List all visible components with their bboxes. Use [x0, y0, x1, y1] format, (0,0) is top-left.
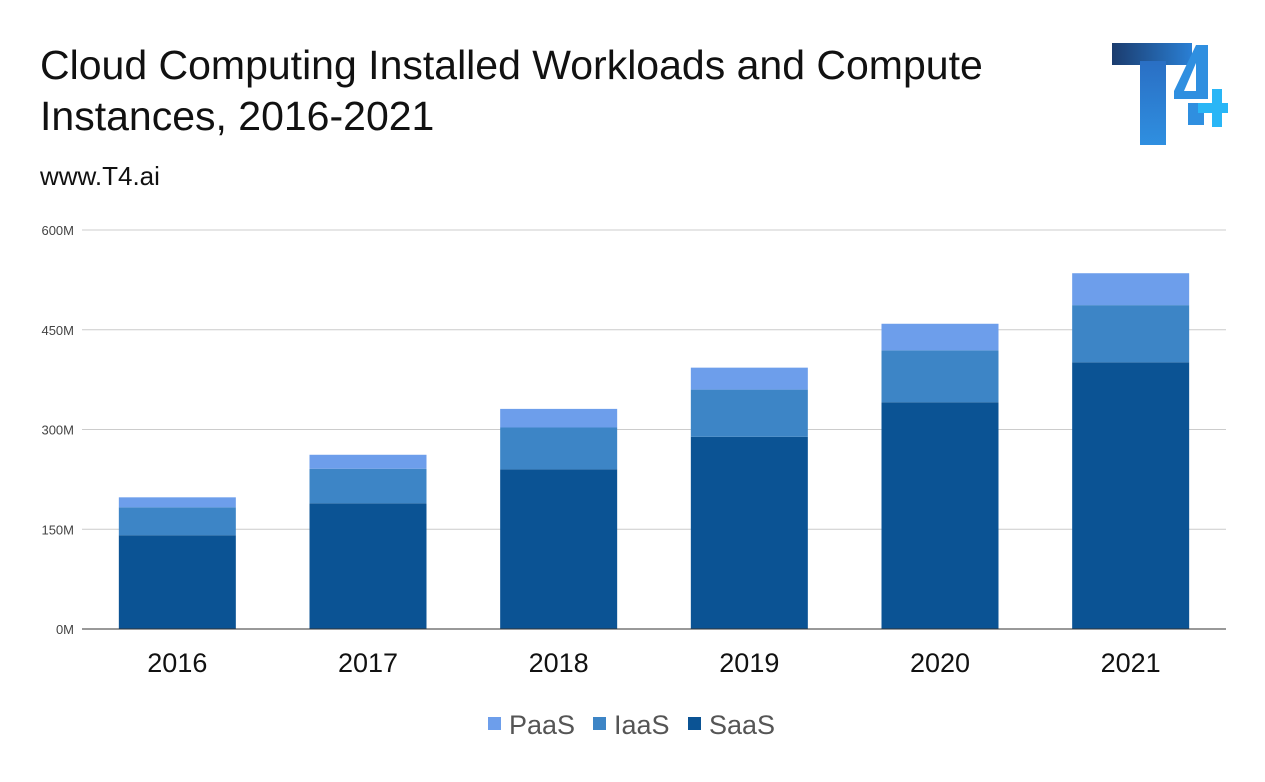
bar-paas-2017 — [309, 454, 427, 469]
x-tick-label: 2018 — [529, 648, 589, 678]
bar-paas-2021 — [1072, 273, 1190, 306]
bar-paas-2018 — [500, 408, 618, 428]
bar-stacks — [118, 273, 1190, 629]
y-tick-label: 450M — [41, 323, 74, 338]
bar-saas-2020 — [881, 402, 999, 629]
legend-swatch-saas — [688, 717, 701, 730]
bar-saas-2017 — [309, 503, 427, 629]
x-tick-label: 2020 — [910, 648, 970, 678]
bar-saas-2018 — [500, 469, 618, 629]
x-axis-ticks: 2016 2017 2018 2019 2020 2021 — [147, 648, 1160, 678]
bar-saas-2021 — [1072, 362, 1190, 629]
bar-iaas-2019 — [690, 389, 808, 437]
bar-stack-2021 — [1072, 273, 1190, 629]
x-tick-label: 2019 — [719, 648, 779, 678]
bar-iaas-2018 — [500, 427, 618, 470]
y-tick-label: 0M — [56, 622, 74, 637]
bar-stack-2020 — [881, 323, 999, 629]
bar-stack-2019 — [690, 367, 808, 629]
bar-saas-2016 — [118, 535, 236, 629]
bar-stack-2016 — [118, 497, 236, 629]
legend-label-paas: PaaS — [509, 710, 575, 740]
bar-iaas-2021 — [1072, 305, 1190, 363]
y-tick-label: 600M — [41, 223, 74, 238]
chart-subtitle: www.T4.ai — [40, 161, 160, 191]
bar-saas-2019 — [690, 436, 808, 629]
bar-iaas-2017 — [309, 468, 427, 504]
x-tick-label: 2016 — [147, 648, 207, 678]
bar-iaas-2016 — [118, 507, 236, 536]
gridlines — [82, 229, 1226, 530]
x-tick-label: 2017 — [338, 648, 398, 678]
legend-label-iaas: IaaS — [614, 710, 670, 740]
bar-paas-2020 — [881, 323, 999, 351]
bar-paas-2019 — [690, 367, 808, 390]
legend-label-saas: SaaS — [709, 710, 775, 740]
t4-logo-icon — [1112, 43, 1228, 145]
legend-swatch-paas — [488, 717, 501, 730]
y-tick-label: 300M — [41, 423, 74, 438]
y-axis-ticks: 0M 150M 300M 450M 600M — [41, 223, 74, 637]
bar-stack-2018 — [500, 408, 618, 629]
bar-paas-2016 — [118, 497, 236, 508]
chart-title: Cloud Computing Installed Workloads and … — [40, 42, 983, 139]
bar-stack-2017 — [309, 454, 427, 629]
bar-iaas-2020 — [881, 350, 999, 403]
legend: PaaS IaaS SaaS — [488, 710, 775, 740]
x-tick-label: 2021 — [1101, 648, 1161, 678]
y-tick-label: 150M — [41, 522, 74, 537]
legend-swatch-iaas — [593, 717, 606, 730]
